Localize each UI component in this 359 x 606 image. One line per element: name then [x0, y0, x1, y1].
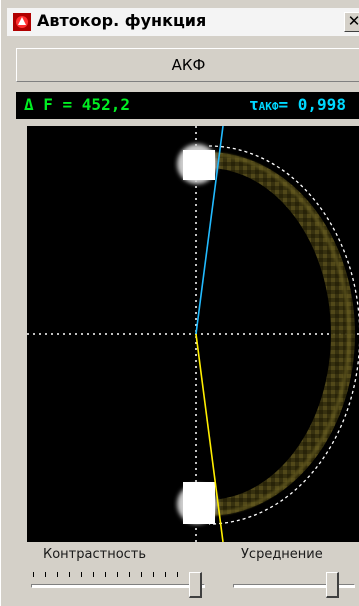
tick [81, 572, 82, 577]
contrast-thumb[interactable] [188, 572, 202, 598]
tick [141, 572, 142, 577]
tau-line-lower [195, 333, 224, 542]
contrast-slider[interactable] [27, 566, 211, 598]
top-peak [177, 144, 217, 184]
acf-plot-svg [27, 126, 359, 542]
delta-f-readout: Δ F = 452,2 [24, 95, 130, 114]
close-button[interactable]: ✕ [344, 12, 359, 32]
acf-plot-area [27, 126, 359, 542]
tick [69, 572, 70, 577]
averaging-track[interactable] [233, 584, 355, 588]
tick [177, 572, 178, 577]
tick [33, 572, 34, 577]
tick [57, 572, 58, 577]
tau-eq: = [278, 95, 298, 114]
readout-bar: Δ F = 452,2 τАКФ= 0,998 [16, 92, 359, 119]
averaging-thumb[interactable] [325, 572, 339, 598]
tick [117, 572, 118, 577]
tick [129, 572, 130, 577]
averaging-slider[interactable] [231, 566, 359, 598]
tick [45, 572, 46, 577]
app-icon [13, 13, 31, 31]
title-bar[interactable]: Автокор. функция ✕ [7, 8, 359, 36]
contrast-label: Контрастность [43, 547, 147, 562]
window-title: Автокор. функция [37, 11, 207, 30]
acf-mode-button[interactable]: АКФ [16, 48, 359, 82]
tick [153, 572, 154, 577]
tau-symbol: τ [249, 95, 259, 114]
delta-f-value: 452,2 [81, 95, 130, 114]
acf-crescent-glow [206, 152, 351, 516]
tick [165, 572, 166, 577]
tau-subscript: АКФ [258, 100, 279, 113]
bottom-peak [177, 482, 217, 524]
acf-crescent-band [207, 152, 355, 516]
tau-value: 0,998 [297, 95, 346, 114]
acf-outer-arc [208, 145, 359, 525]
tick [105, 572, 106, 577]
tick [93, 572, 94, 577]
contrast-track[interactable] [31, 584, 205, 588]
close-icon: ✕ [347, 12, 359, 30]
tau-line-upper [195, 126, 224, 335]
tau-readout: τАКФ= 0,998 [249, 95, 346, 114]
delta-f-label: Δ F = [24, 95, 82, 114]
averaging-label: Усреднение [241, 547, 323, 562]
